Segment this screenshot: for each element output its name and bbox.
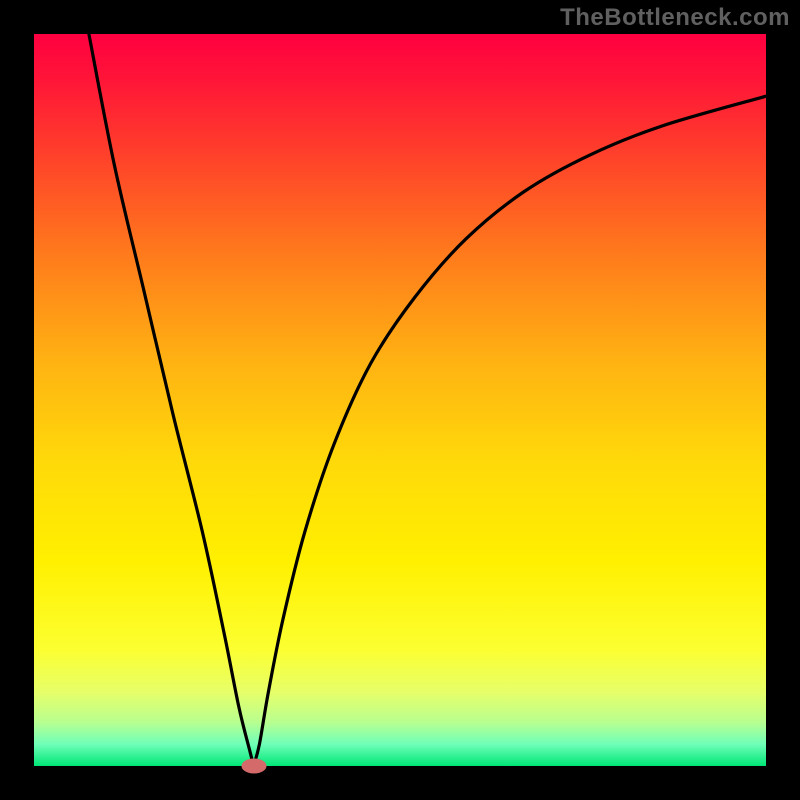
watermark-text: TheBottleneck.com	[560, 4, 790, 32]
bottleneck-curve	[34, 34, 766, 766]
optimum-marker	[240, 757, 268, 775]
chart-frame: TheBottleneck.com	[0, 0, 800, 800]
plot-area	[34, 34, 766, 766]
